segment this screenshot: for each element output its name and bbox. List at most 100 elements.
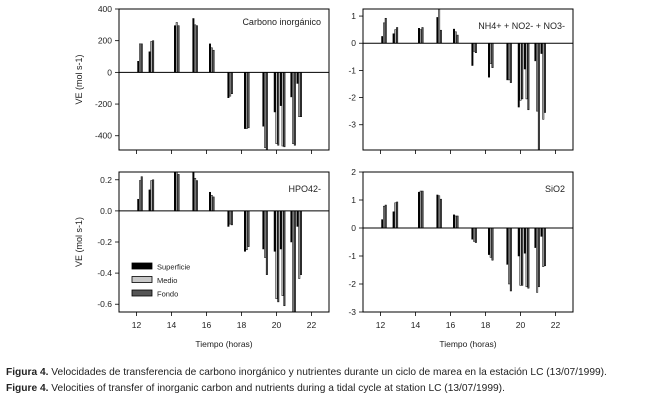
bar-fondo-18.3	[247, 72, 250, 129]
bar-medio-17.35	[229, 72, 232, 97]
x-tick-label: 14	[411, 320, 421, 330]
bar-fondo-16.3	[212, 49, 215, 73]
legend-label-medio: Medio	[157, 276, 177, 285]
bar-superficie-20	[517, 42, 520, 108]
bar-fondo-14.3	[421, 190, 424, 229]
caption-en-label: Figure 4.	[6, 383, 49, 394]
bar-superficie-12.85	[148, 189, 151, 212]
bar-fondo-20.35	[527, 227, 530, 289]
bar-superficie-15.35	[436, 17, 439, 44]
y-tick-label: -3	[348, 120, 356, 130]
y-tick-label: -3	[348, 307, 356, 317]
panel-title: HPO42-	[288, 184, 321, 194]
bar-fondo-14.3	[421, 27, 424, 44]
bar-fondo-17.35	[474, 227, 477, 243]
y-tick-label: 0	[351, 223, 356, 233]
bar-superficie-14.3	[174, 172, 176, 212]
bar-fondo-20.35	[283, 210, 286, 307]
panel-3: -0.6 -0.4 -0.2 0.0 0.2 12 14 16 18 20 22 Tiempo (ho…	[74, 171, 330, 349]
bar-medio-18.3	[245, 210, 248, 251]
x-tick-label: 18	[237, 320, 247, 330]
bar-medio-19.35	[264, 210, 267, 258]
x-tick-label: 20	[516, 320, 526, 330]
bar-superficie-20	[517, 227, 520, 257]
x-tick-label: 12	[132, 320, 142, 330]
bar-medio-20	[519, 42, 522, 101]
bar-fondo-20	[521, 42, 524, 100]
bar-fondo-12.2	[384, 17, 387, 44]
bar-superficie-15.35	[436, 194, 439, 229]
bar-medio-14.3	[419, 29, 422, 44]
x-tick-label: 16	[202, 320, 212, 330]
bar-fondo-14.3	[177, 25, 180, 73]
bar-fondo-19.35	[509, 227, 512, 292]
x-tick-label: 12	[376, 320, 386, 330]
bar-superficie-20.95	[290, 210, 293, 243]
x-axis-label: Tiempo (horas)	[195, 339, 252, 349]
y-axis-label: VE (mol s-1)	[74, 54, 84, 104]
bar-fondo-19.35	[509, 42, 512, 83]
bar-superficie-16.3	[453, 214, 455, 229]
y-tick-label: -0.6	[97, 299, 112, 309]
bar-superficie-20.35	[523, 227, 526, 254]
bar-superficie-20	[273, 72, 276, 113]
bar-superficie-21.3	[296, 210, 299, 227]
bar-medio-15.35	[194, 177, 197, 212]
bar-medio-20	[275, 210, 278, 300]
panel-1: -400 -200 0 200 400 Carbono inorgánico VE (mol…	[74, 4, 330, 154]
legend-swatch-superficie	[131, 262, 153, 270]
y-tick-label: 2	[351, 167, 356, 177]
bar-medio-12.85	[394, 202, 397, 229]
bar-fondo-21.3	[300, 210, 302, 275]
panel-title: NH4+ + NO2- + NO3-	[478, 21, 565, 31]
panel-2: -3 -2 -1 0 1 NH4+ + NO2- + NO3-	[348, 8, 574, 154]
y-tick-label: 0	[351, 38, 356, 48]
bar-fondo-18.3	[491, 227, 494, 261]
bar-superficie-18.3	[488, 42, 490, 78]
plot-frame	[362, 171, 574, 313]
y-tick-label: 200	[98, 36, 112, 46]
bar-superficie-19.35	[262, 72, 265, 127]
bar-medio-12.2	[139, 43, 141, 73]
bar-superficie-12.2	[137, 198, 140, 212]
bar-fondo-14.3	[177, 174, 180, 212]
bar-superficie-16.3	[453, 28, 455, 44]
bar-medio-19.35	[508, 227, 511, 285]
bar-medio-17.35	[473, 227, 476, 242]
bar-medio-14.3	[175, 172, 178, 212]
bar-fondo-18.3	[491, 42, 494, 68]
bar-medio-21.3	[298, 72, 301, 117]
bar-medio-14.3	[419, 190, 422, 229]
bar-medio-15.35	[438, 195, 441, 229]
bar-medio-18.3	[245, 72, 248, 129]
caption-en-text: Velocities of transfer of inorganic carb…	[48, 383, 505, 394]
bar-superficie-18.3	[244, 210, 246, 252]
plot-frame	[362, 8, 574, 151]
bar-superficie-19.35	[262, 210, 265, 250]
y-tick-label: 400	[98, 4, 112, 14]
bar-fondo-15.35	[195, 25, 198, 73]
bar-medio-20.95	[536, 42, 539, 112]
y-tick-label: 0	[107, 67, 112, 77]
bar-fondo-12.2	[384, 204, 387, 229]
bar-medio-21.3	[298, 210, 301, 279]
bar-superficie-12.85	[148, 51, 151, 73]
bar-fondo-20	[277, 210, 280, 303]
caption-es-label: Figura 4.	[6, 367, 49, 378]
bar-superficie-20.35	[279, 210, 282, 250]
y-tick-label: 1	[351, 195, 356, 205]
bar-medio-21.3	[542, 227, 545, 267]
y-tick-label: 1	[351, 11, 356, 21]
legend-label-superficie: Superficie	[157, 263, 190, 272]
x-tick-label: 20	[272, 320, 282, 330]
bar-superficie-14.3	[418, 28, 420, 44]
bars	[137, 18, 302, 150]
bar-fondo-15.35	[439, 198, 442, 229]
bar-medio-12.2	[383, 205, 385, 229]
bar-medio-20.35	[281, 72, 284, 147]
bar-superficie-20.35	[279, 72, 282, 106]
bar-medio-20	[519, 227, 522, 286]
bar-medio-12.85	[150, 180, 153, 212]
